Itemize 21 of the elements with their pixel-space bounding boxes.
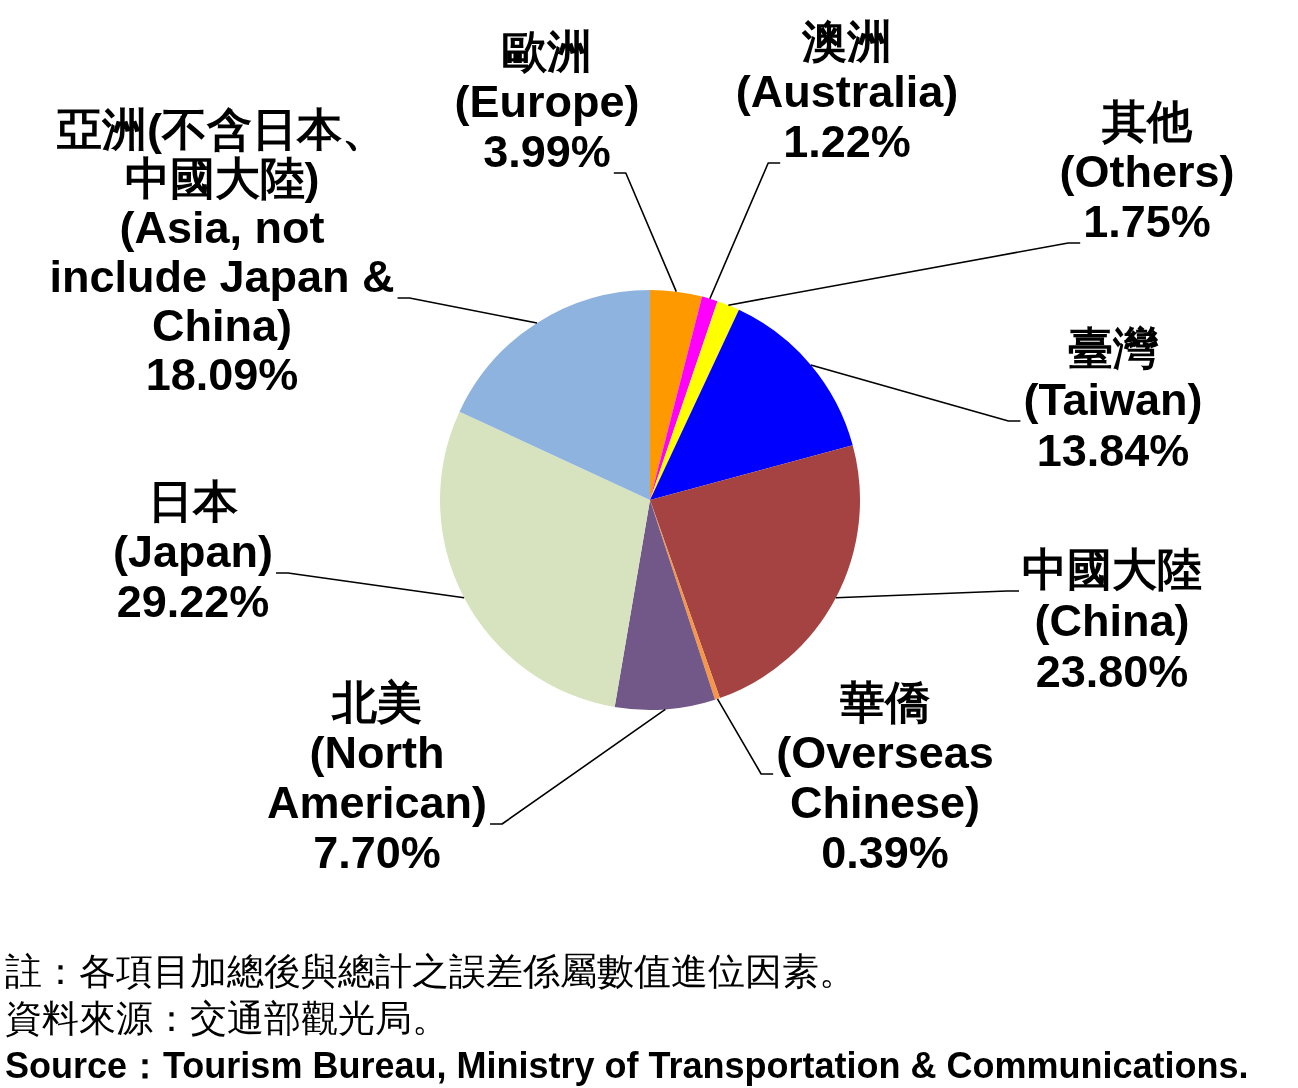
data-label: 13.84% (1036, 425, 1190, 477)
slice-label: 其他 (Others) (1059, 96, 1235, 198)
source-note: Source：Tourism Bureau, Ministry of Transportation & Communications. (5, 1044, 1249, 1088)
slice-label: 北美 (North American) (266, 677, 488, 829)
data-label: 18.09% (145, 349, 299, 401)
slice-label: 澳洲 (Australia) (735, 16, 959, 118)
data-label: 1.75% (1083, 196, 1211, 248)
data-label: 29.22% (116, 576, 270, 628)
data-label: 1.22% (783, 116, 911, 168)
data-label: 7.70% (313, 827, 441, 879)
slice-label: 歐洲 (Europe) (454, 26, 640, 128)
slice-label: 日本 (Japan) (112, 476, 274, 578)
slice-label: 中國大陸 (China) (1022, 544, 1202, 647)
slice-label: 華僑 (Overseas Chinese) (776, 677, 994, 829)
data-label: 0.39% (821, 827, 949, 879)
source-note: 資料來源：交通部觀光局。 (5, 997, 450, 1041)
data-label: 3.99% (483, 126, 611, 178)
slice-label: 亞洲(不含日本、中國大陸) (Asia, not include Japan & China) (49, 104, 395, 352)
slice-label: 臺灣 (Taiwan) (1023, 323, 1203, 426)
data-label: 23.80% (1035, 646, 1189, 698)
text: 註：各項目加總後與總計之誤差係屬數值進位因素。 (5, 950, 857, 994)
